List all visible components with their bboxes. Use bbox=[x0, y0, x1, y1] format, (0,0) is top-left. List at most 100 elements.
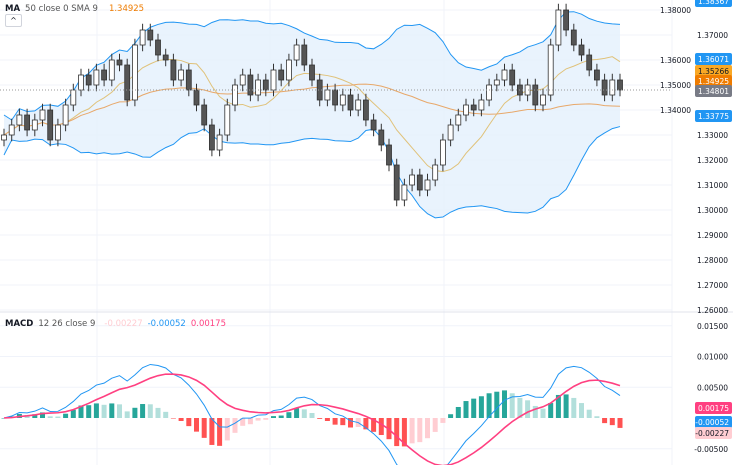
candle bbox=[609, 73, 616, 102]
candle bbox=[401, 178, 408, 207]
macd-histogram-bar bbox=[432, 418, 438, 432]
macd-histogram-bar bbox=[594, 416, 600, 418]
candle-body bbox=[594, 69, 600, 81]
macd-histogram-bar bbox=[194, 418, 199, 432]
macd-histogram-bar bbox=[132, 407, 138, 418]
macd-histogram-bar bbox=[540, 408, 546, 418]
price-badge: 1.33775 bbox=[695, 110, 732, 122]
macd-histogram-bar bbox=[371, 418, 377, 432]
macd-axis-label: -0.00500 bbox=[694, 445, 728, 454]
candle bbox=[555, 3, 562, 52]
candle-body bbox=[70, 89, 77, 106]
candle bbox=[232, 78, 238, 112]
candle bbox=[108, 53, 115, 87]
candle-body bbox=[8, 124, 15, 136]
candle-body bbox=[31, 119, 38, 131]
price-badge-bg bbox=[695, 85, 732, 97]
macd-axis-label: 0.01000 bbox=[697, 353, 728, 362]
candle bbox=[432, 158, 439, 187]
candle bbox=[355, 93, 362, 117]
macd-histogram-bar bbox=[140, 404, 146, 418]
macd-histogram-bar bbox=[617, 418, 623, 428]
candle-body bbox=[208, 124, 215, 151]
macd-histogram-bar bbox=[271, 416, 276, 418]
candle bbox=[455, 108, 462, 132]
macd-histogram-bar bbox=[394, 418, 400, 447]
price-axis-label: 1.33000 bbox=[697, 131, 728, 140]
candle bbox=[409, 168, 416, 192]
candle bbox=[216, 128, 223, 157]
macd-badge-bg bbox=[695, 416, 732, 428]
candle-body bbox=[47, 109, 54, 141]
macd-histogram-bar bbox=[579, 403, 584, 418]
macd-histogram-bar bbox=[255, 418, 261, 421]
candle-body bbox=[309, 64, 315, 81]
price-badge-text: 1.35266 bbox=[698, 67, 729, 76]
candle bbox=[93, 63, 100, 92]
candle-body bbox=[139, 29, 146, 46]
macd-histogram-bar bbox=[309, 413, 315, 418]
candle-body bbox=[224, 104, 231, 136]
candle-body bbox=[570, 29, 577, 46]
collapse-legend-button[interactable]: ^ bbox=[5, 14, 22, 27]
price-axis-label: 1.35000 bbox=[660, 81, 691, 90]
candle-body bbox=[432, 164, 439, 181]
candle bbox=[332, 83, 339, 112]
candle bbox=[386, 138, 392, 172]
price-badge: 1.34925 bbox=[695, 75, 732, 87]
candle-body bbox=[424, 179, 431, 191]
candle bbox=[362, 93, 369, 127]
price-badge-text: 1.34925 bbox=[698, 77, 729, 86]
macd-histogram-bar bbox=[263, 418, 269, 420]
candle bbox=[378, 123, 385, 152]
macd-histogram-bar bbox=[586, 409, 592, 418]
candle bbox=[586, 48, 593, 77]
candle bbox=[178, 63, 185, 87]
candle-body bbox=[378, 129, 385, 146]
candle-body bbox=[278, 69, 285, 81]
macd-legend: MACD 12 26 close 9 -0.00227 -0.00052 0.00175 bbox=[5, 319, 231, 329]
macd-histogram-bar bbox=[317, 418, 323, 419]
candle bbox=[116, 53, 123, 72]
candle-body bbox=[301, 44, 308, 66]
candle-body bbox=[455, 114, 462, 126]
candle bbox=[370, 113, 377, 137]
macd-histogram-bar bbox=[517, 397, 523, 418]
macd-histogram-bar bbox=[86, 405, 92, 418]
candle-body bbox=[62, 104, 69, 126]
signal-line bbox=[3, 373, 621, 465]
macd-legend-signal: 0.00175 bbox=[190, 319, 226, 329]
candle bbox=[547, 38, 554, 102]
candle-body bbox=[478, 99, 485, 111]
candle bbox=[193, 83, 200, 112]
candle-body bbox=[540, 94, 546, 106]
macd-histogram-bar bbox=[186, 418, 192, 427]
price-axis-label: 1.28000 bbox=[697, 256, 728, 265]
macd-histogram-bar bbox=[602, 418, 608, 424]
candle-body bbox=[493, 79, 500, 86]
macd-histogram-bar bbox=[47, 416, 53, 418]
candle bbox=[201, 98, 208, 132]
macd-histogram-bar bbox=[224, 418, 230, 441]
candle-body bbox=[108, 59, 115, 81]
candle bbox=[8, 118, 15, 142]
macd-histogram-bar bbox=[324, 418, 330, 421]
macd-histogram-bar bbox=[478, 396, 484, 418]
price-axis-label: 1.29000 bbox=[697, 231, 728, 240]
macd-histogram-bar bbox=[471, 398, 477, 418]
candle bbox=[439, 133, 446, 172]
macd-legend-hist: -0.00227 bbox=[104, 319, 143, 329]
macd-histogram-bar bbox=[109, 403, 115, 418]
candle-body bbox=[339, 94, 346, 106]
candle bbox=[463, 98, 469, 122]
candle bbox=[493, 73, 500, 92]
candle bbox=[563, 3, 569, 37]
candle bbox=[247, 68, 254, 102]
candle-body bbox=[270, 69, 277, 91]
candle-body bbox=[24, 114, 31, 131]
macd-legend-macd: -0.00052 bbox=[147, 319, 186, 329]
macd-histogram-bar bbox=[247, 418, 253, 425]
candle bbox=[309, 58, 315, 87]
